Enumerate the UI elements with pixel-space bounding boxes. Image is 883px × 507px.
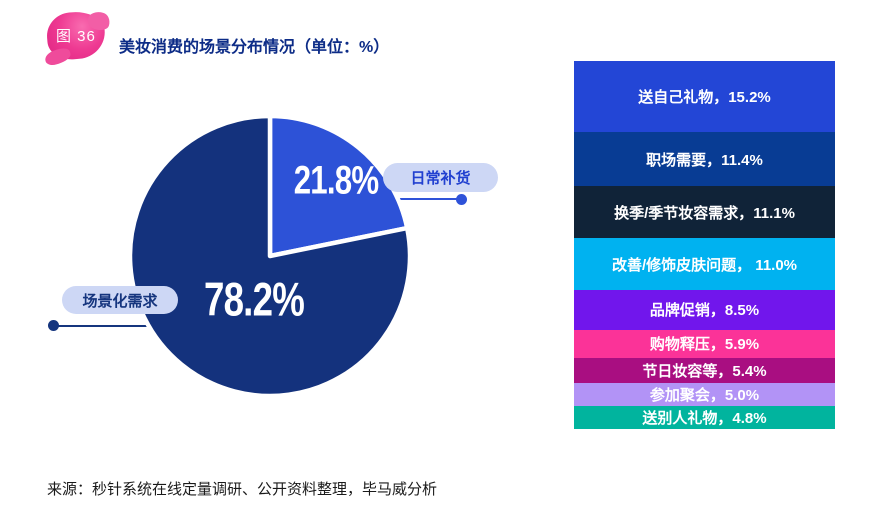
- callout-pill-daily-restock: 日常补货: [383, 163, 498, 192]
- pie-chart: [127, 113, 413, 399]
- callout-dot-scene-demand: [48, 320, 59, 331]
- bar-segment-label: 改善/修饰皮肤问题， 11.0%: [611, 256, 798, 274]
- figure-title: 美妆消费的场景分布情况（单位：%）: [119, 39, 390, 56]
- pie-value-label-scene-demand: 78.2%: [203, 272, 305, 326]
- bar-segment-7: 参加聚会，5.0%: [574, 382, 835, 407]
- bar-segment-label: 换季/季节妆容需求，11.1%: [614, 204, 795, 222]
- source-note: 来源：秒针系统在线定量调研、公开资料整理，毕马威分析: [47, 481, 438, 498]
- stacked-bar-chart: 送自己礼物，15.2% 职场需要，11.4% 换季/季节妆容需求，11.1% 改善/修…: [574, 61, 835, 429]
- figure-number-label: 图 36: [56, 28, 96, 46]
- callout-line-scene-demand: [53, 325, 148, 327]
- bar-segment-label: 送别人礼物，4.8%: [642, 410, 767, 428]
- bar-segment-label: 购物释压，5.9%: [649, 336, 760, 354]
- bar-segment-label: 职场需要，11.4%: [646, 151, 763, 169]
- figure-number-badge: 图 36: [45, 9, 107, 62]
- callout-dot-daily-restock: [456, 194, 467, 205]
- bar-segment-label: 参加聚会，5.0%: [649, 387, 760, 405]
- bar-segment-2: 换季/季节妆容需求，11.1%: [574, 186, 835, 239]
- bar-segment-3: 改善/修饰皮肤问题， 11.0%: [574, 238, 835, 290]
- bar-segment-label: 品牌促销，8.5%: [649, 302, 760, 320]
- bar-segment-8: 送别人礼物，4.8%: [574, 406, 835, 429]
- pie-slice-0: [267, 113, 410, 259]
- bar-segment-0: 送自己礼物，15.2%: [574, 61, 835, 133]
- callout-label-daily-restock: 日常补货: [410, 170, 471, 187]
- bar-segment-label: 送自己礼物，15.2%: [638, 89, 771, 107]
- bar-segment-4: 品牌促销，8.5%: [574, 289, 835, 330]
- bar-segment-5: 购物释压，5.9%: [574, 329, 835, 358]
- callout-label-scene-demand: 场景化需求: [82, 292, 158, 310]
- pie-slice-1: [127, 113, 413, 399]
- callout-line-daily-restock: [398, 198, 458, 200]
- bar-segment-label: 节日妆容等，5.4%: [642, 362, 767, 380]
- bar-segment-6: 节日妆容等，5.4%: [574, 357, 835, 383]
- pie-value-label-daily-restock: 21.8%: [293, 158, 379, 203]
- callout-pill-scene-demand: 场景化需求: [62, 286, 178, 314]
- bar-segment-1: 职场需要，11.4%: [574, 132, 835, 187]
